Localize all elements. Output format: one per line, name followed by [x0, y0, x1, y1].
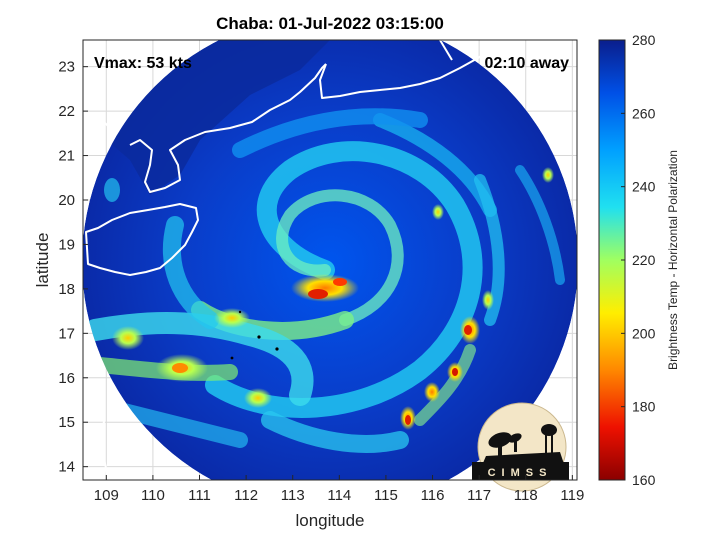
colorbar-ticks: 280 260 240 220 200 180 160 — [621, 32, 656, 488]
y-axis-label: latitude — [33, 233, 52, 288]
colorbar-tick-label: 180 — [632, 399, 656, 415]
island-marker — [238, 310, 242, 314]
y-tick-label: 21 — [58, 148, 75, 165]
x-tick-label: 112 — [234, 487, 258, 504]
y-tick-label: 20 — [58, 192, 75, 209]
plot-title: Chaba: 01-Jul-2022 03:15:00 — [216, 14, 444, 33]
y-tick-label: 15 — [58, 414, 75, 431]
y-tick-label: 22 — [58, 103, 75, 120]
x-tick-label: 109 — [94, 487, 119, 504]
y-axis-ticks: 14 15 16 17 18 19 20 21 22 23 — [58, 59, 88, 476]
x-tick-label: 117 — [467, 487, 491, 504]
x-tick-label: 111 — [188, 487, 211, 504]
colorbar-tick-label: 220 — [632, 252, 656, 268]
colorbar-tick-label: 160 — [632, 472, 656, 488]
colorbar-tick-label: 240 — [632, 179, 656, 195]
x-tick-label: 119 — [560, 487, 584, 504]
cimss-logo-text: CIMSS — [488, 467, 553, 479]
vmax-label: Vmax: 53 kts — [94, 55, 192, 72]
y-tick-label: 14 — [58, 459, 75, 476]
colorbar-label: Brightness Temp - Horizontal Polarizatio… — [666, 150, 680, 370]
y-tick-label: 23 — [58, 59, 75, 76]
x-tick-label: 116 — [421, 487, 445, 504]
brightness-swath — [83, 40, 577, 480]
island-marker — [257, 335, 261, 339]
y-tick-label: 19 — [58, 236, 75, 253]
island-marker — [230, 356, 234, 360]
island-marker — [275, 347, 279, 351]
coastline — [83, 40, 511, 480]
cimss-logo: CIMSS — [472, 402, 569, 492]
colorbar — [598, 39, 626, 481]
x-tick-label: 113 — [281, 487, 305, 504]
x-tick-label: 110 — [141, 487, 165, 504]
x-tick-label: 118 — [514, 487, 538, 504]
time-away-label: 02:10 away — [484, 55, 569, 72]
x-tick-label: 115 — [374, 487, 398, 504]
x-axis-label: longitude — [295, 511, 364, 530]
axes-frame — [82, 39, 578, 481]
y-tick-label: 18 — [58, 281, 75, 298]
y-tick-label: 16 — [58, 370, 75, 387]
colorbar-tick-label: 200 — [632, 325, 656, 341]
x-tick-label: 114 — [327, 487, 351, 504]
colorbar-tick-label: 280 — [632, 32, 656, 48]
y-tick-label: 17 — [58, 325, 75, 342]
x-axis-ticks: 109 110 111 112 113 114 115 116 117 118 119 — [94, 475, 584, 504]
colorbar-tick-label: 260 — [632, 105, 656, 121]
